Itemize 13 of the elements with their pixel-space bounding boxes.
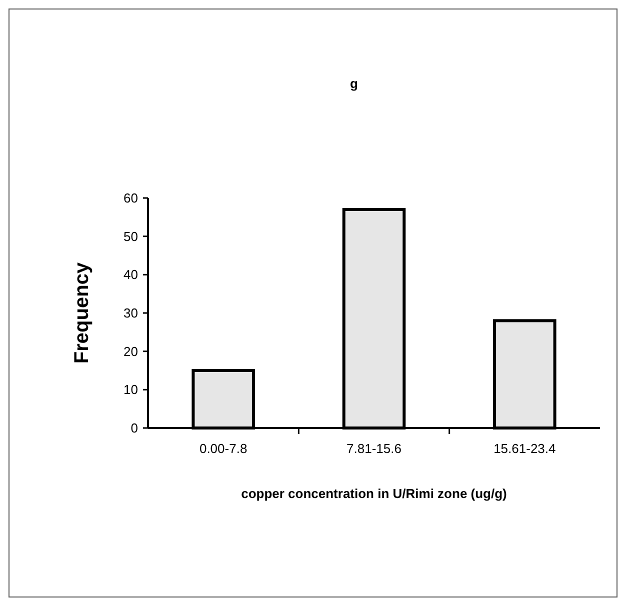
y-tick-label: 0: [130, 420, 138, 436]
y-tick-label: 50: [124, 228, 138, 244]
y-tick-label: 30: [124, 306, 138, 321]
x-tick-label: 15.61-23.4: [494, 441, 556, 456]
y-tick-label: 20: [124, 344, 138, 359]
y-tick-label: 40: [124, 267, 138, 282]
x-axis-title: copper concentration in U/Rimi zone (ug/g): [241, 486, 507, 501]
y-tick-label: 60: [124, 190, 138, 206]
y-tick-label: 10: [124, 382, 138, 398]
x-tick-label: 0.00-7.8: [199, 441, 248, 456]
y-axis-title: Frequency: [71, 262, 93, 364]
chart-title: g: [350, 76, 358, 91]
x-tick-label: 7.81-15.6: [346, 441, 402, 456]
